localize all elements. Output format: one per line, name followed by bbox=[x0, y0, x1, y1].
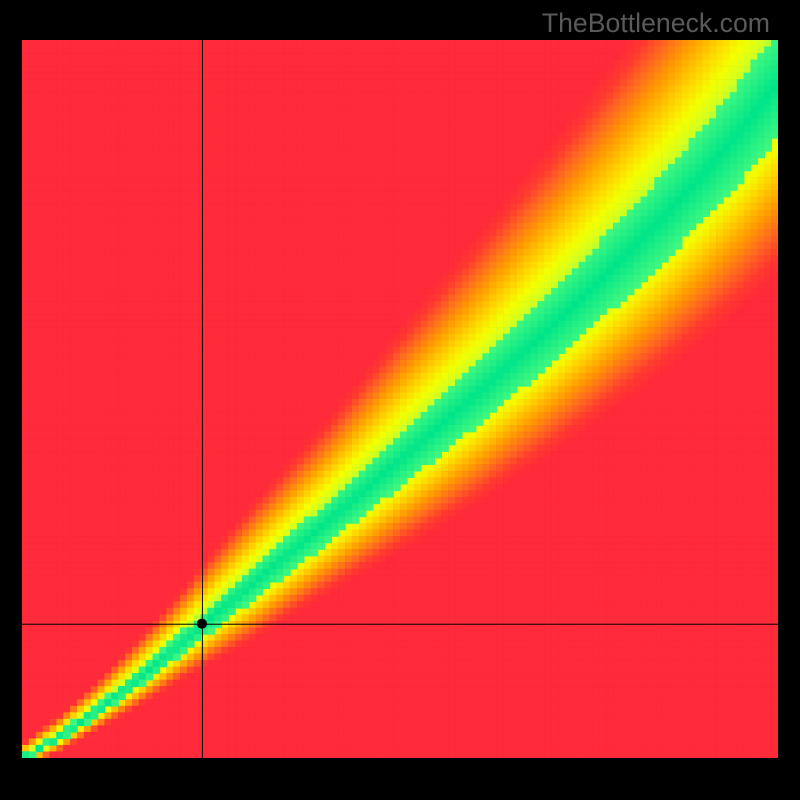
watermark-text: TheBottleneck.com bbox=[542, 8, 770, 39]
bottleneck-heatmap bbox=[0, 0, 800, 800]
